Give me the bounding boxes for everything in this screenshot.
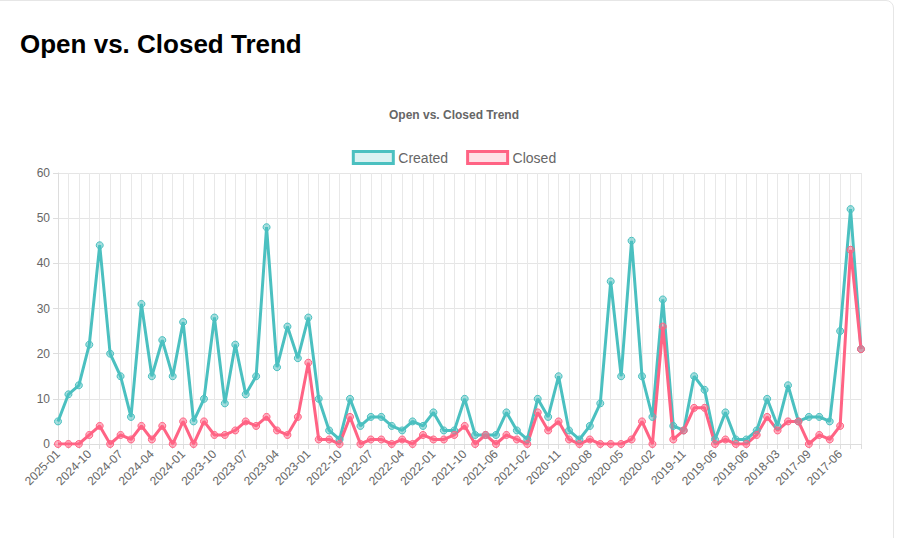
svg-text:2019-06: 2019-06 (678, 447, 720, 489)
svg-text:2023-10: 2023-10 (178, 447, 220, 489)
svg-text:20: 20 (37, 347, 51, 361)
svg-text:2020-11: 2020-11 (523, 447, 564, 488)
svg-text:2020-05: 2020-05 (585, 447, 627, 489)
svg-text:2025-01: 2025-01 (21, 447, 63, 489)
svg-text:30: 30 (37, 302, 51, 316)
svg-text:2023-01: 2023-01 (272, 447, 314, 489)
svg-text:Closed: Closed (513, 150, 557, 166)
svg-text:50: 50 (37, 211, 51, 225)
svg-text:2021-10: 2021-10 (428, 447, 470, 489)
svg-text:60: 60 (37, 166, 51, 180)
svg-text:2024-10: 2024-10 (53, 447, 95, 489)
svg-text:0: 0 (43, 437, 50, 451)
svg-text:2019-11: 2019-11 (648, 447, 689, 488)
svg-text:10: 10 (37, 392, 51, 406)
svg-text:2022-01: 2022-01 (397, 447, 439, 489)
svg-text:40: 40 (37, 256, 51, 270)
svg-text:2023-04: 2023-04 (240, 447, 282, 489)
svg-text:2021-06: 2021-06 (459, 447, 501, 489)
svg-text:2024-04: 2024-04 (115, 447, 157, 489)
svg-text:2021-02: 2021-02 (491, 447, 533, 489)
svg-text:2018-06: 2018-06 (710, 447, 752, 489)
svg-text:2022-10: 2022-10 (303, 447, 345, 489)
svg-text:2020-02: 2020-02 (616, 447, 658, 489)
svg-text:2017-06: 2017-06 (804, 447, 845, 488)
svg-text:2024-01: 2024-01 (147, 447, 189, 489)
svg-text:Created: Created (398, 150, 448, 166)
html-text:Open vs. Closed Trend: Open vs. Closed Trend (20, 29, 302, 59)
svg-text:2024-07: 2024-07 (84, 447, 126, 489)
svg-text:2023-07: 2023-07 (209, 447, 251, 489)
svg-text:2022-04: 2022-04 (366, 447, 408, 489)
svg-text:2018-03: 2018-03 (741, 447, 783, 489)
svg-text:Open vs. Closed Trend: Open vs. Closed Trend (389, 108, 519, 122)
svg-text:2022-07: 2022-07 (334, 447, 376, 489)
svg-text:2020-08: 2020-08 (553, 447, 595, 489)
svg-text:2017-09: 2017-09 (772, 447, 814, 489)
